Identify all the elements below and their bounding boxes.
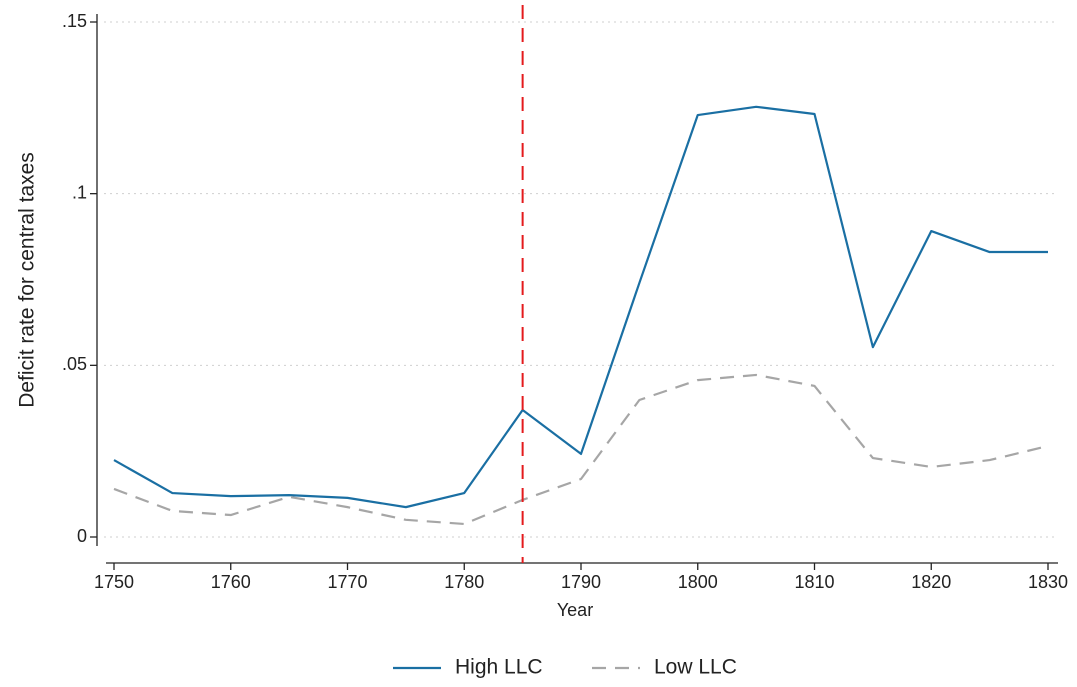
y-tick-label: .15 <box>62 11 87 31</box>
x-tick-label: 1780 <box>444 572 484 592</box>
y-axis-label: Deficit rate for central taxes <box>16 152 39 408</box>
legend-label: High LLC <box>455 656 543 679</box>
x-tick-label: 1790 <box>561 572 601 592</box>
x-tick-label: 1770 <box>327 572 367 592</box>
x-tick-label: 1830 <box>1028 572 1068 592</box>
y-tick-label: .05 <box>62 354 87 374</box>
series-line <box>113 105 1048 509</box>
y-tick-label: 0 <box>77 526 87 546</box>
x-tick-label: 1760 <box>211 572 251 592</box>
x-tick-label: 1820 <box>911 572 951 592</box>
legend-label: Low LLC <box>654 656 737 679</box>
x-tick-label: 1800 <box>678 572 718 592</box>
y-tick-label: .1 <box>72 182 87 202</box>
x-tick-label: 1810 <box>794 572 834 592</box>
series-line <box>113 373 1049 526</box>
x-axis-label: Year <box>557 600 593 620</box>
x-tick-label: 1750 <box>94 572 134 592</box>
